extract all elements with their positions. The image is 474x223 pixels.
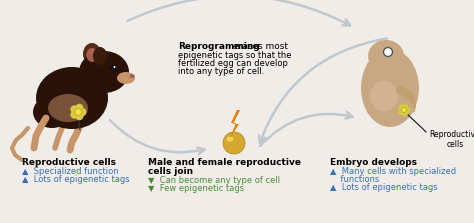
Text: Reproductive
cells: Reproductive cells — [430, 130, 474, 149]
Ellipse shape — [223, 132, 245, 154]
Circle shape — [405, 99, 410, 105]
Text: functions: functions — [330, 175, 379, 184]
Circle shape — [113, 66, 116, 68]
Circle shape — [402, 104, 408, 110]
Circle shape — [70, 111, 78, 119]
Circle shape — [398, 109, 404, 115]
Text: ▲  Many cells with specialized: ▲ Many cells with specialized — [330, 167, 456, 176]
Ellipse shape — [36, 67, 108, 129]
Ellipse shape — [33, 96, 71, 128]
Circle shape — [75, 104, 83, 112]
Text: ▼  Can become any type of cell: ▼ Can become any type of cell — [148, 176, 280, 185]
Ellipse shape — [117, 72, 135, 84]
Circle shape — [410, 107, 416, 112]
Ellipse shape — [227, 136, 234, 142]
Text: Reprogramming: Reprogramming — [178, 42, 260, 51]
Text: erases most: erases most — [230, 42, 288, 51]
Ellipse shape — [361, 49, 419, 127]
Ellipse shape — [93, 47, 107, 65]
Text: fertilized egg can develop: fertilized egg can develop — [178, 59, 288, 68]
Text: ▲  Lots of epigenetic tags: ▲ Lots of epigenetic tags — [22, 175, 129, 184]
Circle shape — [75, 112, 83, 120]
Text: ▲  Specialized function: ▲ Specialized function — [22, 167, 119, 176]
Ellipse shape — [370, 81, 398, 111]
Circle shape — [401, 107, 407, 112]
Ellipse shape — [129, 74, 135, 78]
Circle shape — [70, 105, 78, 113]
Circle shape — [402, 110, 408, 116]
Ellipse shape — [368, 40, 404, 72]
Circle shape — [404, 107, 410, 113]
Polygon shape — [230, 110, 240, 138]
Text: Male and female reproductive: Male and female reproductive — [148, 158, 301, 167]
Circle shape — [409, 103, 413, 109]
Ellipse shape — [79, 51, 129, 93]
Circle shape — [398, 105, 404, 111]
Text: into any type of cell.: into any type of cell. — [178, 67, 264, 76]
Text: Reproductive cells: Reproductive cells — [22, 158, 116, 167]
Ellipse shape — [83, 43, 101, 65]
Text: epigenetic tags so that the: epigenetic tags so that the — [178, 51, 292, 60]
Text: ▼  Few epigenetic tags: ▼ Few epigenetic tags — [148, 184, 244, 193]
Ellipse shape — [48, 94, 88, 122]
Text: Embryo develops: Embryo develops — [330, 158, 417, 167]
Circle shape — [109, 64, 117, 72]
Ellipse shape — [86, 48, 98, 62]
Circle shape — [79, 108, 86, 116]
Text: ▲  Lots of epigenetic tags: ▲ Lots of epigenetic tags — [330, 183, 438, 192]
Circle shape — [383, 47, 392, 56]
Text: cells join: cells join — [148, 167, 193, 176]
Circle shape — [74, 109, 82, 116]
